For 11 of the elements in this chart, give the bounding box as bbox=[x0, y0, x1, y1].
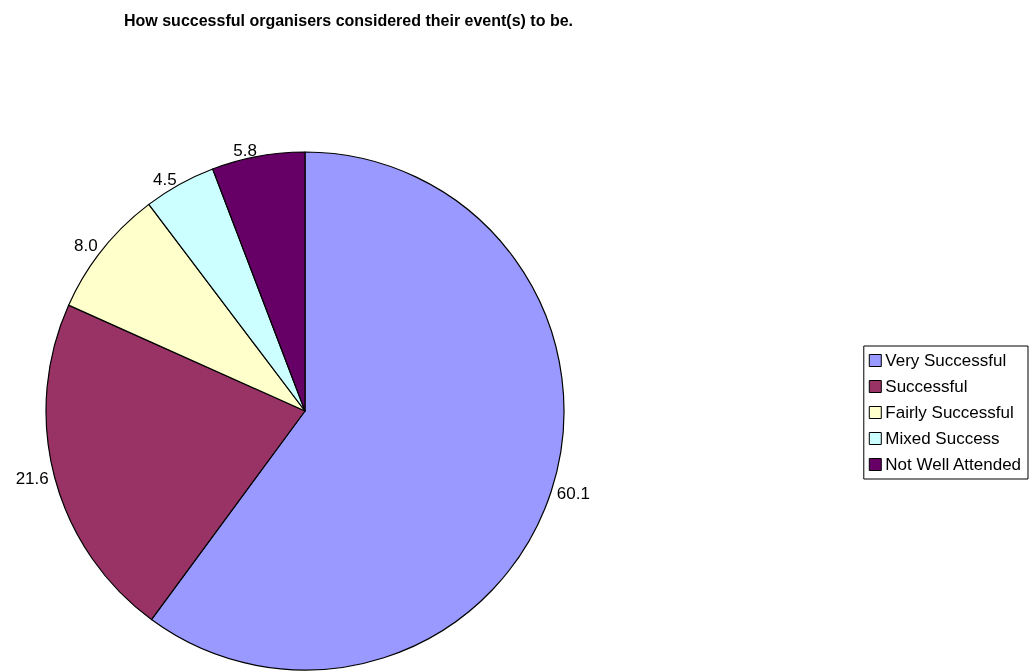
data-label: 5.8 bbox=[233, 140, 257, 160]
legend-label: Not Well Attended bbox=[885, 455, 1022, 474]
data-label: 4.5 bbox=[152, 169, 177, 189]
data-label: 60.1 bbox=[556, 484, 590, 504]
data-label: 21.6 bbox=[15, 469, 49, 489]
legend-label: Very Successful bbox=[885, 351, 1007, 370]
legend-label: Fairly Successful bbox=[885, 403, 1014, 422]
legend-label: Mixed Success bbox=[885, 429, 1000, 448]
chart-title: How successful organisers considered their event(s) to be. bbox=[124, 11, 574, 29]
legend-label: Successful bbox=[885, 377, 968, 396]
data-label: 8.0 bbox=[74, 236, 98, 256]
